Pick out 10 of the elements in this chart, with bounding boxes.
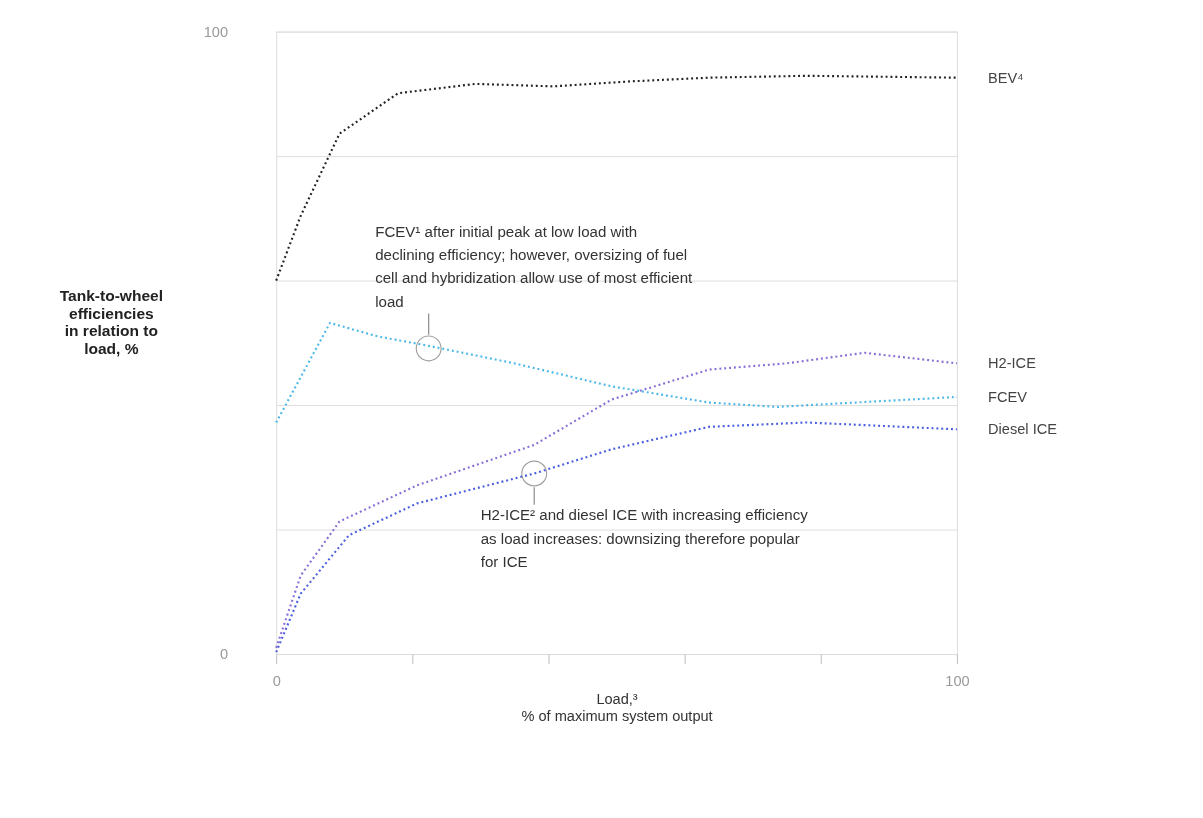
annotation: H2-ICE² and diesel ICE with increasing efficiency as load increases: downsizing therefore popular for ICE: [480, 506, 809, 570]
annotation: FCEV¹ after initial peak at low load with declining efficiency; however, oversizing of fuel cell and hybridization allow use of most efficient load: [375, 222, 694, 310]
text: H2-ICE: [988, 355, 1037, 372]
text: BEV⁴: [988, 69, 1024, 86]
text: Diesel ICE: [988, 421, 1058, 438]
y-axis-title: Tank-to-wheel efficiencies in relation to load, %: [59, 287, 164, 357]
x-axis-title: Load,³ % of maximum system output: [521, 691, 713, 724]
line-series: [275, 351, 959, 649]
line-series: [275, 421, 959, 654]
text: FCEV: [988, 388, 1028, 405]
